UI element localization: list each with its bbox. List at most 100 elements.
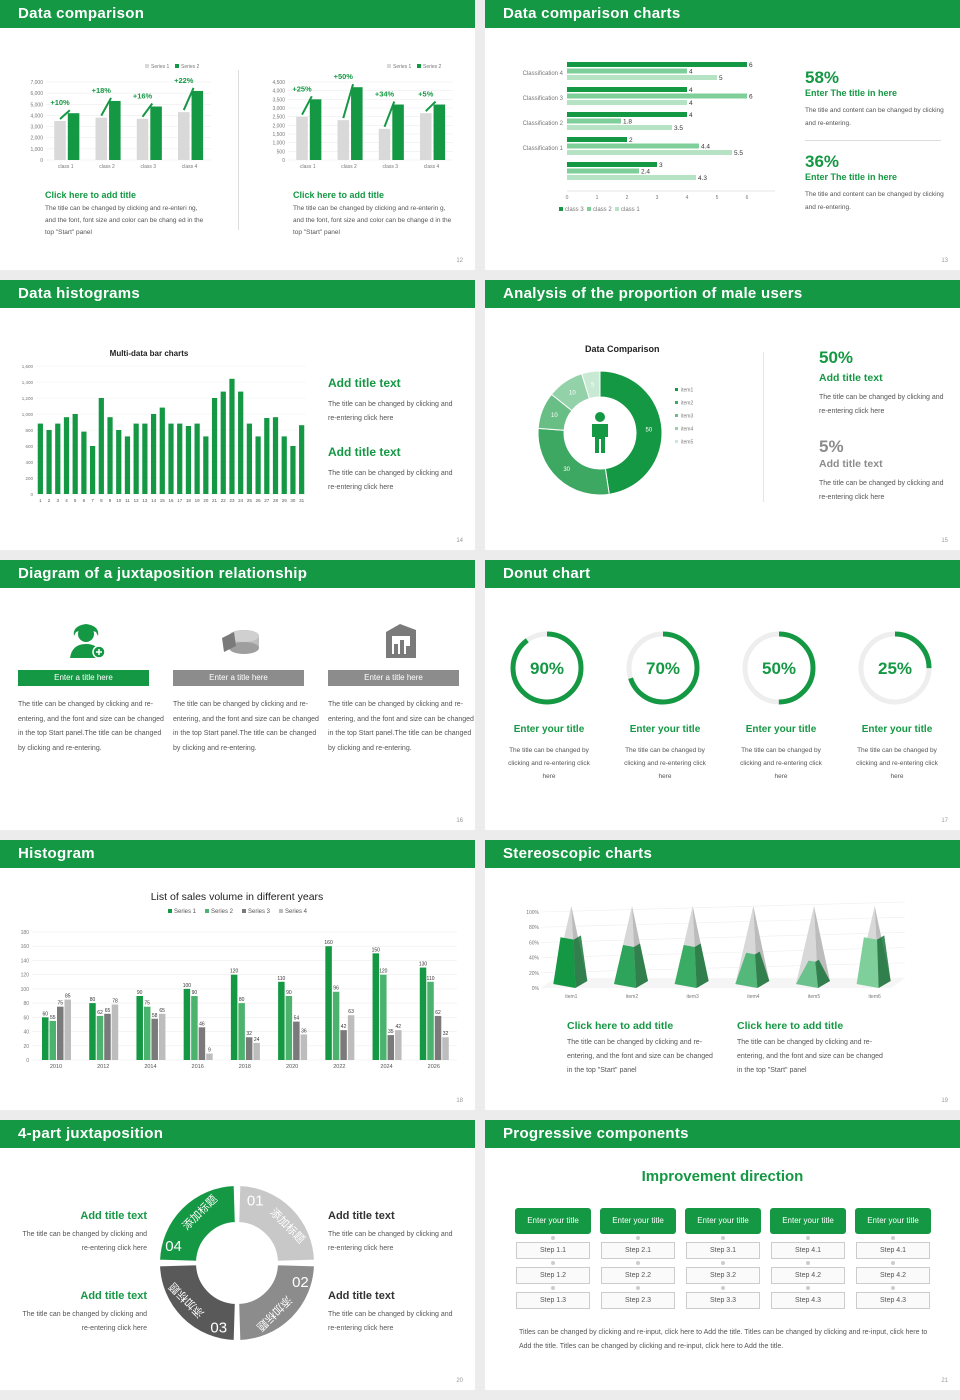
legend-swatch [175, 64, 179, 68]
right-title[interactable]: Click here to add title [293, 190, 385, 200]
legend-label: item1 [681, 388, 693, 394]
slide-title: Data comparison [0, 0, 475, 28]
x-tick-label: 9 [109, 498, 112, 503]
step-box[interactable]: Step 4.2 [856, 1267, 930, 1284]
x-tick-label: class 1 [300, 164, 316, 170]
block1-title[interactable]: Add title text [328, 1210, 395, 1222]
bar [136, 118, 149, 160]
step-connector-dot [891, 1286, 895, 1290]
column-head-button[interactable]: Enter your title [515, 1208, 591, 1234]
column-head-button[interactable]: Enter your title [685, 1208, 761, 1234]
column-title-bar[interactable]: Enter a title here [173, 670, 304, 686]
left-title[interactable]: Click here to add title [45, 190, 137, 200]
step-connector-dot [636, 1236, 640, 1240]
step-box[interactable]: Step 1.1 [516, 1242, 590, 1259]
step-box[interactable]: Step 4.1 [771, 1242, 845, 1259]
y-tick-label: 2,000 [30, 136, 43, 142]
progress-ring: 25% [858, 631, 932, 705]
step-connector-dot [806, 1286, 810, 1290]
bar [567, 168, 639, 174]
y-tick-label: 160 [21, 944, 30, 950]
slide-19[interactable]: Stereoscopic charts 100% 80% 60% 40% 20% 0% it… [485, 840, 960, 1110]
slice-label: 10 [569, 391, 576, 397]
bar [272, 417, 279, 494]
x-tick-label: 12 [134, 498, 140, 503]
stat2-title[interactable]: Add title text [819, 458, 883, 470]
block4-title[interactable]: Add title text [80, 1210, 147, 1222]
slide-15[interactable]: Analysis of the proportion of male users… [485, 280, 960, 550]
x-tick-label: 4 [686, 195, 689, 201]
legend-label: class 3 [565, 207, 584, 213]
step-box[interactable]: Step 2.1 [601, 1242, 675, 1259]
slide-20[interactable]: 4-part juxtaposition 01 添加标题 02 添加标题 03 添加标题 0… [0, 1120, 475, 1390]
item-title[interactable]: Enter your title [861, 724, 933, 735]
stat1-title[interactable]: Enter The title in here [805, 88, 898, 98]
data-label: 55 [50, 1015, 56, 1021]
block2-title[interactable]: Add title text [328, 445, 401, 459]
step-box[interactable]: Step 3.1 [686, 1242, 760, 1259]
step-box[interactable]: Step 2.3 [601, 1292, 675, 1309]
slide-21[interactable]: Progressive components Improvement direc… [485, 1120, 960, 1390]
right-title[interactable]: Click here to add title [737, 1020, 844, 1032]
step-connector-dot [721, 1286, 725, 1290]
gridline [540, 947, 906, 958]
bar [211, 398, 218, 494]
block1-title[interactable]: Add title text [328, 376, 401, 390]
bar [296, 116, 308, 160]
column-head-button[interactable]: Enter your title [770, 1208, 846, 1234]
column-head-button[interactable]: Enter your title [855, 1208, 931, 1234]
step-box[interactable]: Step 3.3 [686, 1292, 760, 1309]
step-box[interactable]: Step 1.2 [516, 1267, 590, 1284]
y-tick-label: 1,000 [272, 141, 285, 147]
slide-16[interactable]: Diagram of a juxtaposition relationship … [0, 560, 475, 830]
data-label: 75 [144, 1001, 150, 1007]
bar [372, 953, 380, 1060]
stat2-title[interactable]: Enter The title in here [805, 172, 898, 182]
stat1-body: The title and content can be changed by … [805, 107, 944, 127]
step-box[interactable]: Step 4.3 [771, 1292, 845, 1309]
step-box[interactable]: Step 3.2 [686, 1267, 760, 1284]
data-label: 3.5 [674, 125, 683, 132]
step-box[interactable]: Step 1.3 [516, 1292, 590, 1309]
x-tick-label: 2 [48, 498, 51, 503]
y-tick-label: 60 [23, 1015, 29, 1021]
x-tick-label: 1 [596, 195, 599, 201]
bar [168, 423, 174, 494]
bar [111, 1004, 119, 1060]
slide-12[interactable]: Data comparison 7,000 6,000 5,000 4,000 3,00… [0, 0, 475, 270]
x-tick-label: 2024 [380, 1064, 392, 1070]
legend-swatch [675, 414, 678, 417]
column-title-bar[interactable]: Enter a title here [18, 670, 149, 686]
data-label: 54 [294, 1016, 300, 1022]
x-tick-label: 18 [186, 498, 192, 503]
step-box[interactable]: Step 4.3 [856, 1292, 930, 1309]
step-box[interactable]: Step 4.2 [771, 1267, 845, 1284]
slide-17[interactable]: Donut chart 17 90% Enter your title The ti… [485, 560, 960, 830]
slice-label: 10 [551, 413, 558, 419]
bar [46, 430, 52, 494]
data-label: 58 [152, 1013, 158, 1019]
slide-18[interactable]: Histogram List of sales volume in differ… [0, 840, 475, 1110]
item-body: The title can be changed by clicking and… [624, 747, 706, 780]
slide-14[interactable]: Data histograms Multi-data bar charts 1,6… [0, 280, 475, 550]
divider [763, 352, 764, 502]
item-title[interactable]: Enter your title [513, 724, 585, 735]
page-number: 16 [456, 818, 463, 824]
step-box[interactable]: Step 4.1 [856, 1242, 930, 1259]
legend-swatch [587, 207, 591, 211]
stat1-title[interactable]: Add title text [819, 372, 883, 384]
item-title[interactable]: Enter your title [629, 724, 701, 735]
x-tick-label: 24 [238, 498, 244, 503]
block2-title[interactable]: Add title text [328, 1290, 395, 1302]
column-title-bar[interactable]: Enter a title here [328, 670, 459, 686]
item-title[interactable]: Enter your title [745, 724, 817, 735]
bar [229, 378, 235, 494]
step-box[interactable]: Step 2.2 [601, 1267, 675, 1284]
chart-right: 4,500 4,000 3,500 3,000 2,500 2,000 1,500 1,000… [272, 64, 453, 170]
left-title[interactable]: Click here to add title [567, 1020, 674, 1032]
block3-title[interactable]: Add title text [80, 1290, 147, 1302]
legend-label: Series 1 [151, 64, 170, 70]
slide-13[interactable]: Data comparison charts Classification 4 6… [485, 0, 960, 270]
column-head-button[interactable]: Enter your title [600, 1208, 676, 1234]
